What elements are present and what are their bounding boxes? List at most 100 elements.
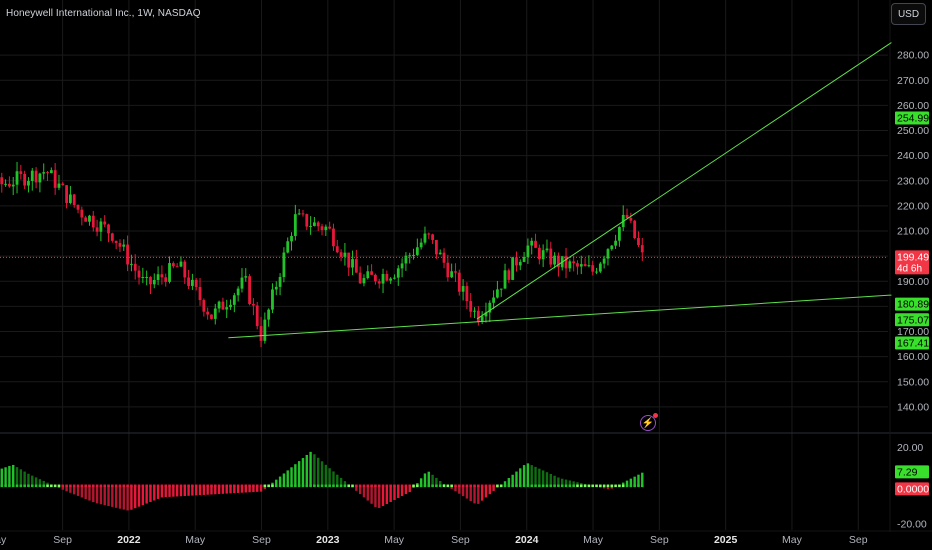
candle-body <box>362 278 366 284</box>
zero-marker <box>309 484 312 488</box>
zero-marker <box>294 484 297 488</box>
candle-body <box>210 314 213 319</box>
price-label: 167.41 <box>897 338 929 350</box>
histogram-bar <box>141 485 145 506</box>
zero-marker <box>175 484 179 488</box>
histogram-bar <box>538 468 541 486</box>
histogram-bar <box>122 485 125 510</box>
price-tick-label: 250.00 <box>897 125 929 137</box>
histogram-bar <box>225 485 228 494</box>
zero-marker <box>412 484 415 488</box>
zero-marker <box>213 484 217 488</box>
zero-marker <box>614 484 617 488</box>
histogram-bar <box>179 485 183 497</box>
zero-marker <box>4 484 7 488</box>
candle-body <box>244 276 248 278</box>
histogram-bar <box>191 485 194 496</box>
zero-marker <box>640 484 644 488</box>
zero-marker <box>99 484 103 488</box>
price-label-bg <box>895 111 929 125</box>
candle-body <box>427 233 431 235</box>
candle-body <box>316 222 320 227</box>
candle-body <box>130 263 133 265</box>
candle-body <box>476 310 480 322</box>
zero-marker <box>84 484 87 488</box>
candle-body <box>606 249 610 259</box>
zero-marker <box>50 484 53 488</box>
zero-marker <box>404 484 408 488</box>
zero-marker <box>255 484 259 488</box>
zero-marker <box>76 484 80 488</box>
candle-body <box>541 250 545 260</box>
candle-body <box>389 278 393 281</box>
candle-body <box>324 226 328 231</box>
candle-body <box>49 170 53 174</box>
histogram-bar <box>355 485 358 491</box>
zero-marker <box>599 484 602 488</box>
histogram-bar <box>625 480 629 486</box>
oscillator-tick-label: -20.00 <box>897 519 927 531</box>
candle-body <box>496 289 499 298</box>
zero-marker <box>69 484 72 488</box>
zero-marker <box>168 484 171 488</box>
zero-marker <box>198 484 202 488</box>
zero-marker <box>408 484 412 488</box>
histogram-bar <box>286 470 289 486</box>
candle-body <box>274 286 278 290</box>
time-tick-label: Sep <box>451 534 470 546</box>
candle-body <box>450 271 454 278</box>
histogram-bar <box>416 483 419 486</box>
histogram-bar <box>69 485 72 493</box>
histogram-bar <box>145 485 148 504</box>
histogram-bar <box>73 485 76 495</box>
candle-body <box>76 204 80 210</box>
histogram-bar <box>4 467 7 486</box>
histogram-bar <box>366 485 369 501</box>
candle-body <box>42 172 46 174</box>
histogram-bar <box>294 464 297 486</box>
time-tick-label: 2025 <box>714 534 738 546</box>
histogram-bar <box>423 473 427 486</box>
histogram-bar <box>172 485 175 497</box>
price-label: 180.89 <box>897 299 929 311</box>
candle-body <box>301 213 305 215</box>
flash-icon[interactable]: ⚡ <box>640 413 658 431</box>
candle-body <box>587 265 591 267</box>
histogram-bar <box>336 474 339 486</box>
candle-body <box>423 233 427 243</box>
histogram-bar <box>473 485 476 504</box>
candle-body <box>351 259 354 268</box>
histogram-bar <box>95 485 99 504</box>
histogram-bar <box>622 482 625 486</box>
histogram-bar <box>541 470 545 486</box>
candle-body <box>553 255 556 265</box>
zero-marker <box>179 484 183 488</box>
candle-body <box>457 272 461 292</box>
histogram-bar <box>637 474 640 486</box>
candle-body <box>343 252 347 257</box>
candle-body <box>564 256 568 269</box>
zero-marker <box>290 484 293 488</box>
zero-marker <box>583 484 587 488</box>
candle-body <box>640 245 644 253</box>
zero-marker <box>568 484 572 488</box>
candle-body <box>225 307 229 310</box>
candle-body <box>633 220 637 239</box>
histogram-bar <box>99 485 103 505</box>
histogram-bar <box>160 485 164 498</box>
zero-marker <box>431 484 434 488</box>
candle-body <box>164 277 168 282</box>
zero-marker <box>477 484 480 488</box>
candle-body <box>480 316 484 322</box>
zero-marker <box>484 484 488 488</box>
time-tick-label: May <box>384 534 405 546</box>
candle-body <box>446 262 450 278</box>
currency-button[interactable]: USD <box>891 3 926 25</box>
candle-body <box>396 268 400 278</box>
zero-marker <box>545 484 549 488</box>
zero-marker <box>202 484 206 488</box>
candle-body <box>137 270 141 278</box>
candle-body <box>610 245 614 250</box>
zero-marker <box>80 484 84 488</box>
